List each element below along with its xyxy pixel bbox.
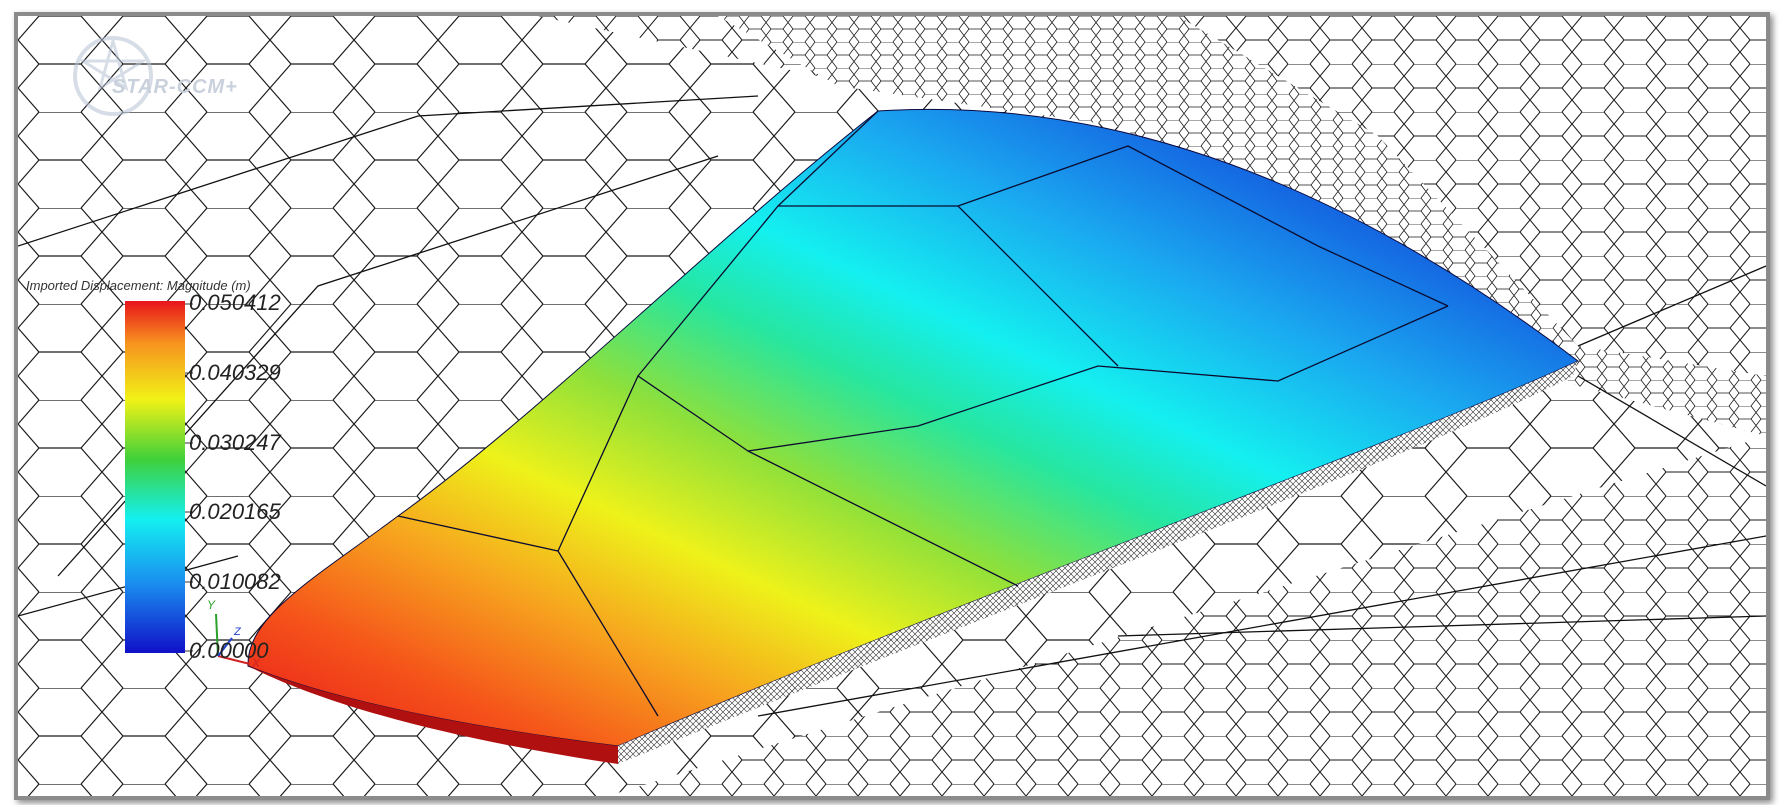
scene-canvas[interactable]: [18, 16, 1766, 796]
background-mesh-fine: [538, 16, 1766, 436]
colorbar-tick-label: 0.040329: [189, 360, 281, 385]
logo-text: STAR-CCM+: [112, 76, 238, 98]
colorbar-tick-label: 0.020165: [189, 499, 281, 524]
colorbar-tick-label: 0.050412: [189, 290, 281, 315]
3d-viewport[interactable]: STAR-CCM+ Imported Displacement: Magnitu…: [14, 12, 1770, 800]
colorbar-gradient: [125, 301, 185, 653]
wing-panel-lines: [397, 110, 1449, 717]
wing-tip-edge: [248, 666, 618, 764]
colorbar-title: Imported Displacement: Magnitude (m): [26, 278, 251, 293]
colorbar-tick-label: 0.00000: [189, 638, 269, 663]
axis-x-label: X: [252, 656, 261, 670]
colorbar-ticks: [185, 303, 193, 652]
starccm-logo-icon: [73, 35, 153, 116]
trailing-edge-mesh: [618, 361, 1578, 764]
colorbar-tick-label: 0.010082: [189, 569, 281, 594]
colorbar-tick-label: 0.030247: [189, 430, 281, 455]
axis-triad: [215, 613, 251, 665]
axis-y-label: Y: [207, 598, 216, 612]
axis-z-label: Z: [234, 626, 241, 638]
